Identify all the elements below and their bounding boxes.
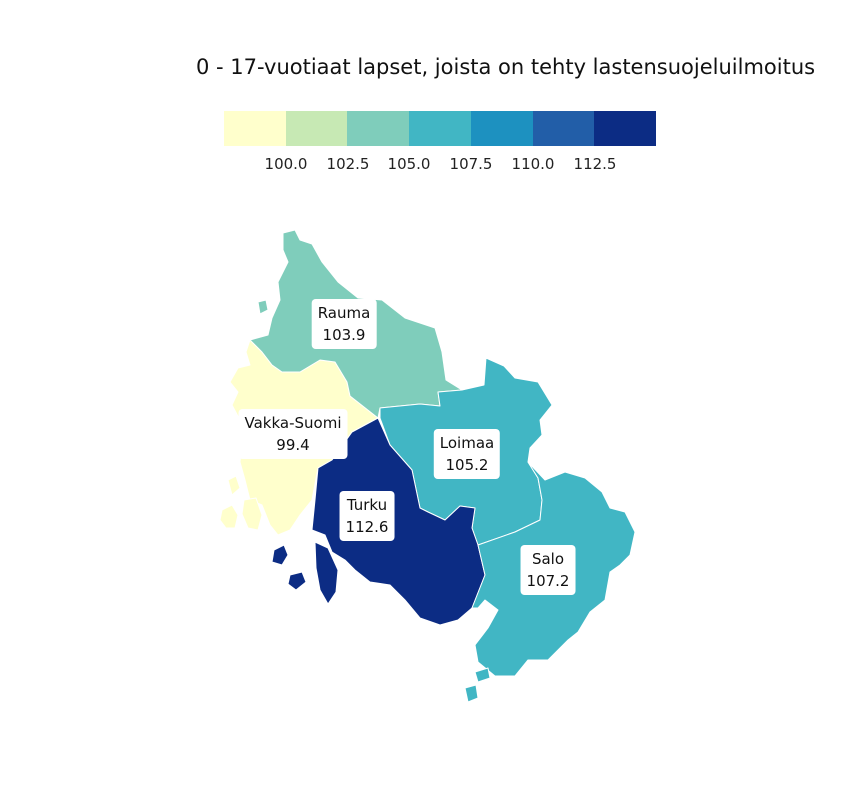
legend-swatch <box>470 111 533 146</box>
legend-ticks: 100.0 102.5 105.0 107.5 110.0 112.5 <box>224 155 656 175</box>
legend-tick-label: 112.5 <box>573 155 617 173</box>
region-label-turku: Turku 112.6 <box>339 491 395 541</box>
region-label-loimaa: Loimaa 105.2 <box>433 429 501 479</box>
region-value: 107.2 <box>526 572 570 590</box>
legend-color-bar <box>224 111 657 146</box>
legend-tick-label: 110.0 <box>511 155 555 173</box>
legend-swatch <box>594 111 657 146</box>
legend-swatch <box>409 111 471 146</box>
region-name: Salo <box>531 550 565 568</box>
legend-swatch <box>285 111 348 146</box>
legend-swatch <box>532 111 595 146</box>
region-label-vakka-suomi: Vakka-Suomi 99.4 <box>238 409 348 459</box>
legend-tick-label: 107.5 <box>449 155 493 173</box>
color-legend <box>224 111 657 146</box>
region-label-salo: Salo 107.2 <box>520 545 576 595</box>
legend-tick-label: 102.5 <box>326 155 370 173</box>
region-name: Loimaa <box>439 434 495 452</box>
legend-tick-label: 100.0 <box>264 155 308 173</box>
region-name: Rauma <box>317 304 371 322</box>
region-name: Vakka-Suomi <box>244 414 342 432</box>
region-value: 105.2 <box>445 456 489 474</box>
legend-swatch <box>347 111 410 146</box>
legend-tick-label: 105.0 <box>387 155 431 173</box>
region-label-rauma: Rauma 103.9 <box>311 299 377 349</box>
region-value: 103.9 <box>322 326 366 344</box>
legend-swatch <box>224 111 286 146</box>
region-turku[interactable] <box>271 417 486 626</box>
region-value: 112.6 <box>345 518 389 536</box>
region-name: Turku <box>346 496 388 514</box>
map-title: 0 - 17-vuotiaat lapset, joista on tehty … <box>196 55 816 79</box>
region-value: 99.4 <box>276 436 310 454</box>
